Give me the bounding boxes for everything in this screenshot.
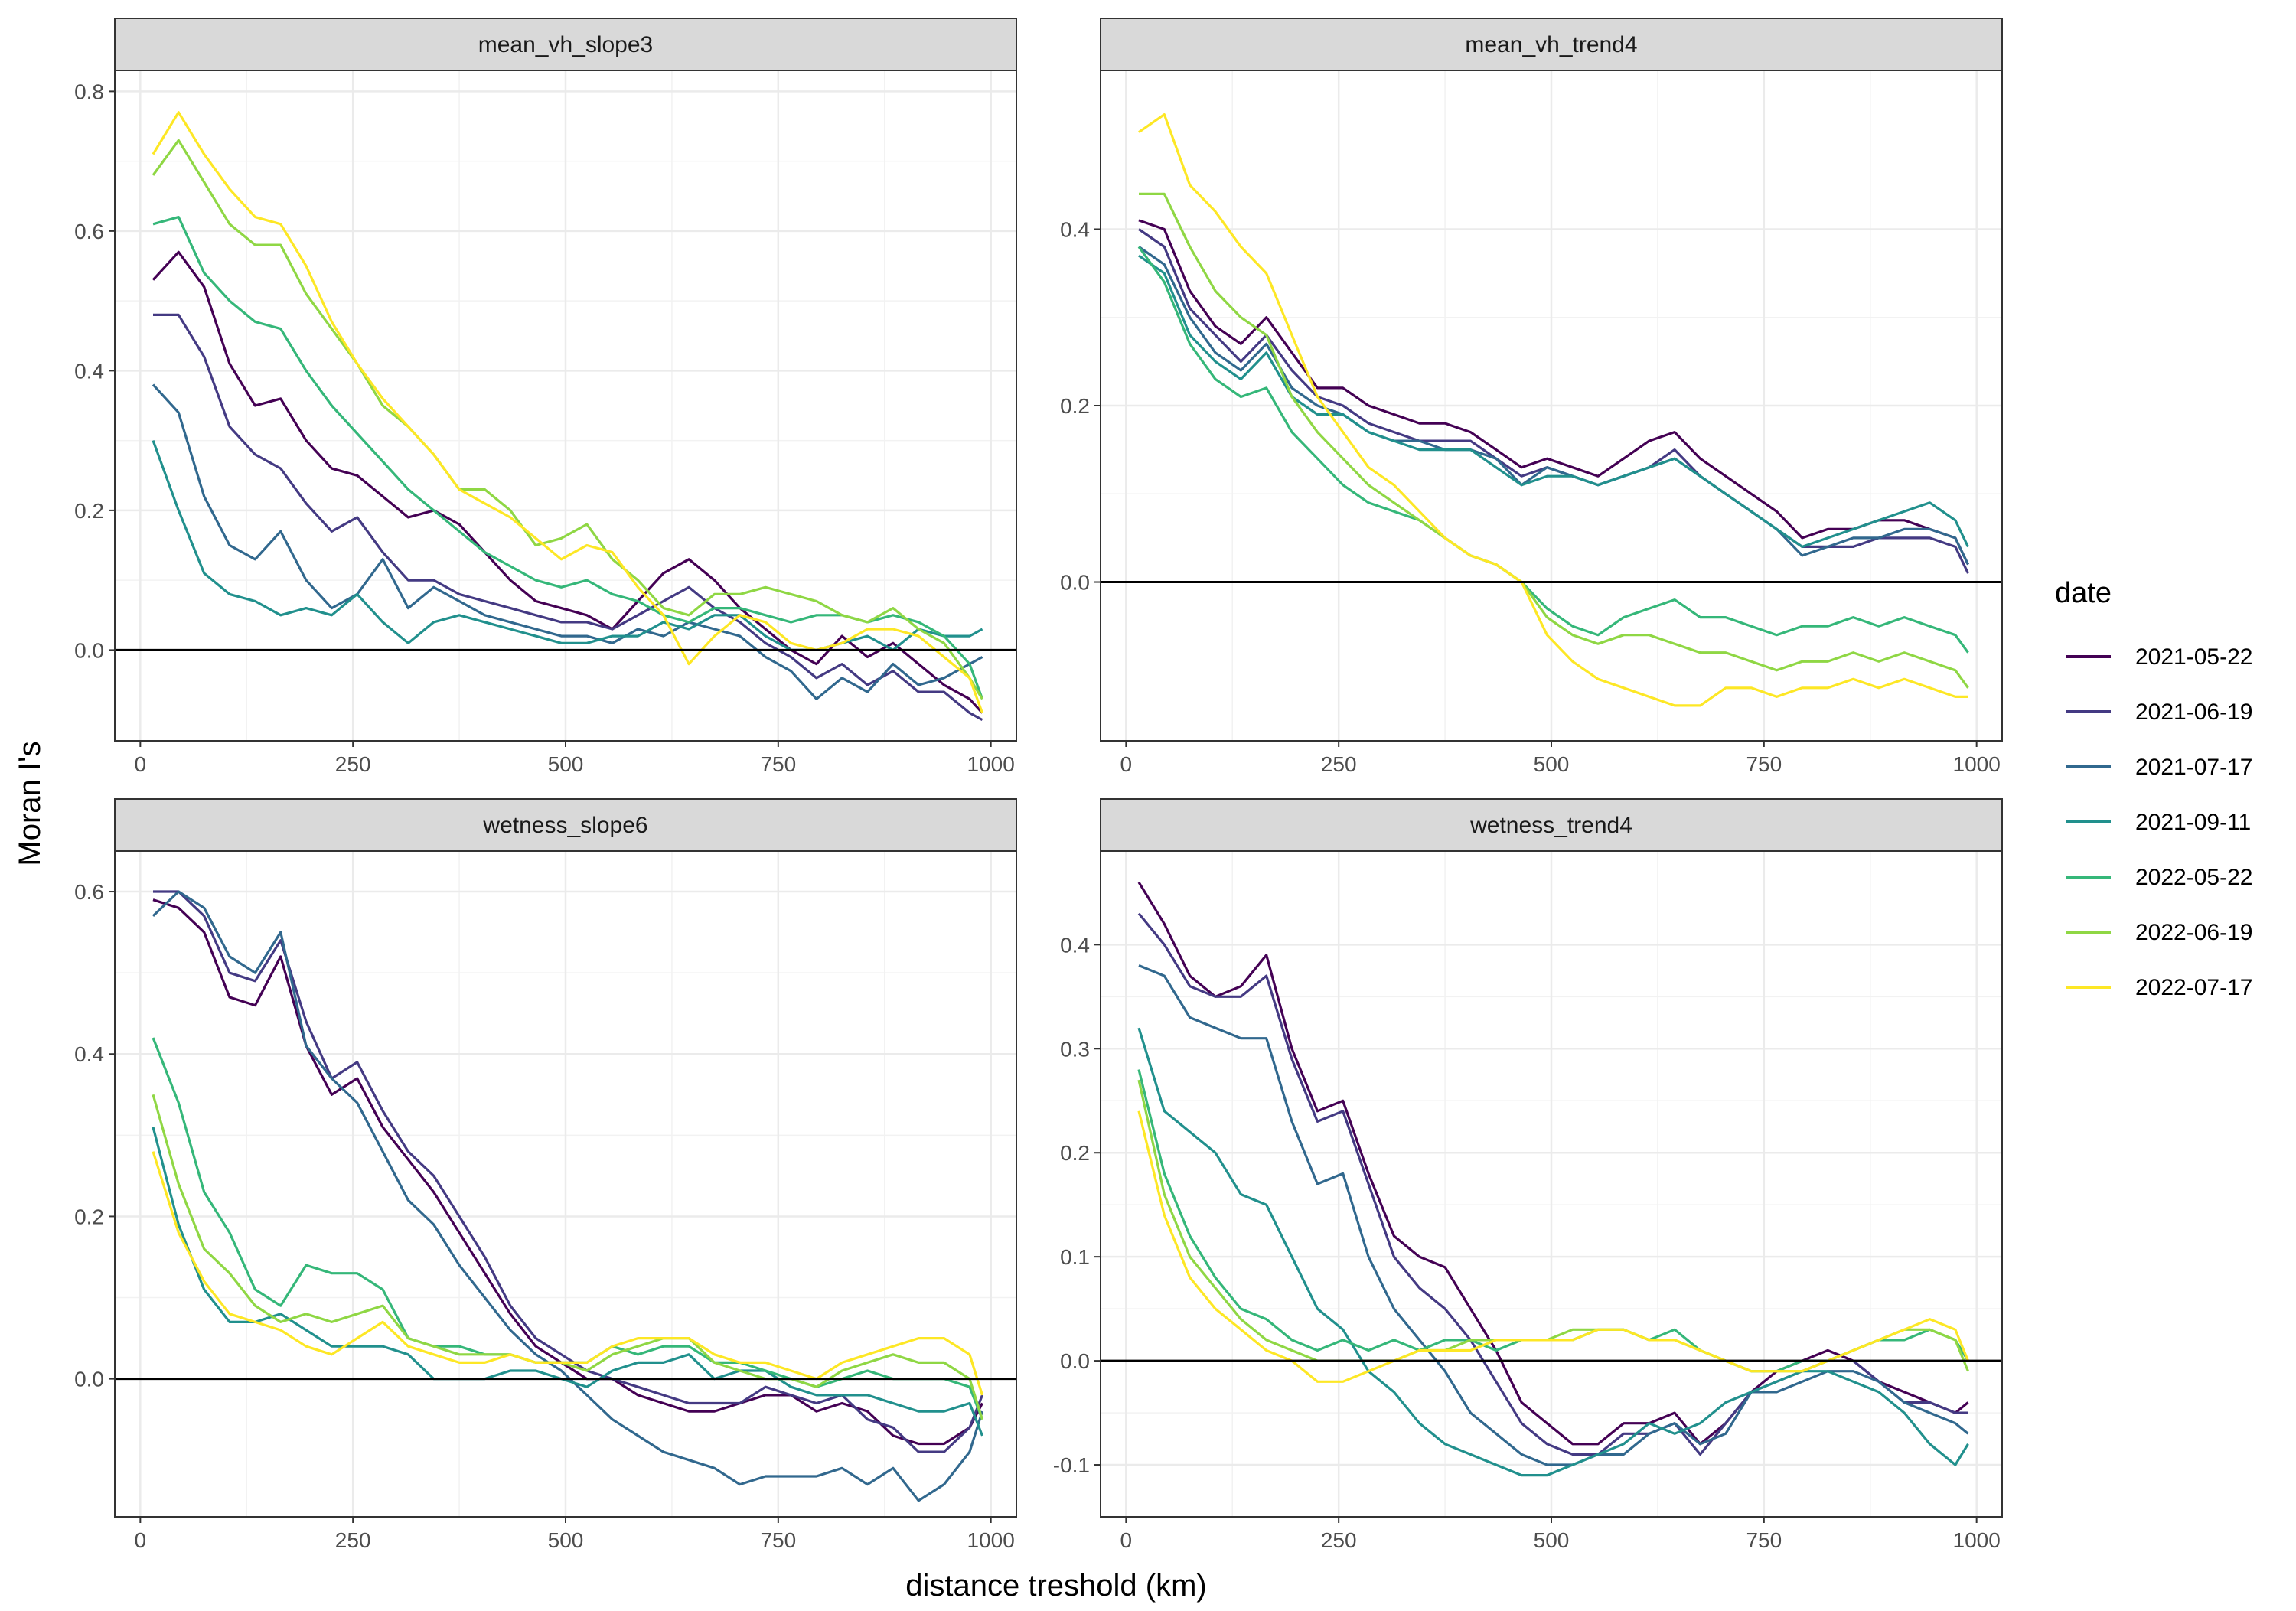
- x-tick-label: 750: [1746, 1528, 1782, 1552]
- legend-label: 2021-06-19: [2135, 700, 2252, 725]
- series-line-2021-09-11: [1138, 254, 1969, 548]
- x-tick-label: 0: [1120, 752, 1133, 776]
- legend-item-2021-07-17: 2021-07-17: [2066, 755, 2252, 780]
- y-tick-label: 0.4: [74, 359, 104, 383]
- series-line-2021-09-11: [152, 440, 983, 651]
- series-line-2021-09-11: [1137, 1027, 1969, 1477]
- series-line-2021-06-19: [153, 313, 983, 722]
- y-tick-label: 0.0: [74, 1368, 104, 1391]
- series-line-2021-09-11: [152, 1127, 983, 1437]
- y-tick-label: 0.2: [74, 1205, 104, 1228]
- y-tick-label: 0.6: [74, 220, 104, 243]
- x-tick-label: 500: [1534, 752, 1570, 776]
- x-tick-label: 1000: [967, 752, 1015, 776]
- panel-wetness_trend4: wetness_trend4 0 250 500 750 1000 -0.1 0.0 0.1 0.…: [1053, 798, 2003, 1552]
- legend-label: 2022-05-22: [2135, 865, 2252, 890]
- x-tick-label: 1000: [1953, 1528, 2001, 1552]
- x-tick-label: 0: [135, 1528, 147, 1552]
- series-line-2022-07-17: [1137, 1110, 1969, 1383]
- legend-label: 2022-06-19: [2135, 920, 2252, 945]
- series-line-2022-07-17: [152, 111, 984, 714]
- series-line-2022-07-17: [152, 1151, 984, 1396]
- x-axis-title: distance treshold (km): [905, 1569, 1206, 1603]
- series-line-2022-06-19: [152, 139, 983, 700]
- series-group: [152, 111, 984, 722]
- legend-item-2022-06-19: 2022-06-19: [2066, 920, 2252, 945]
- legend-title: date: [2055, 577, 2112, 609]
- panel-title: wetness_trend4: [1469, 813, 1632, 838]
- series-line-2022-05-22: [1137, 246, 1969, 654]
- x-tick-label: 0: [135, 752, 147, 776]
- panel-strip: [114, 18, 1017, 71]
- y-tick-label: 0.1: [1060, 1245, 1090, 1269]
- series-line-2021-05-22: [152, 250, 983, 714]
- series-line-2021-07-17: [1138, 964, 1969, 1466]
- legend-label: 2021-05-22: [2135, 644, 2252, 670]
- panel-mean_vh_slope3: mean_vh_slope3 0 250 500 750 1000 0.0 0.2 0.4 0.6…: [74, 18, 1017, 776]
- series-line-2022-07-17: [1138, 113, 1968, 707]
- legend-item-2021-09-11: 2021-09-11: [2066, 810, 2251, 835]
- x-tick-label: 1000: [1953, 752, 2001, 776]
- y-tick-label: 0.3: [1060, 1037, 1090, 1061]
- panel-strip: [1100, 798, 2003, 852]
- panel-wetness_slope6: wetness_slope6 0 250 500 750 1000 0.0 0.2 0.4 0.6: [74, 798, 1017, 1552]
- chart-panels: mean_vh_slope3 0 250 500 750 1000 0.0 0.2 0.4 0.6…: [74, 18, 2003, 1552]
- y-tick-label: 0.0: [74, 638, 104, 662]
- y-tick-label: 0.6: [74, 880, 104, 904]
- panel-title: mean_vh_slope3: [478, 32, 654, 57]
- x-tick-label: 250: [1321, 1528, 1357, 1552]
- series-line-2021-05-22: [1138, 219, 1969, 566]
- y-tick-label: 0.0: [1060, 571, 1090, 595]
- panel-title: wetness_slope6: [482, 813, 647, 838]
- y-tick-label: 0.4: [74, 1042, 104, 1066]
- legend-item-2022-05-22: 2022-05-22: [2066, 865, 2252, 890]
- y-tick-label: 0.2: [1060, 394, 1090, 418]
- panel-strip: [1100, 18, 2003, 71]
- x-tick-label: 750: [1746, 752, 1782, 776]
- legend-item-2021-05-22: 2021-05-22: [2066, 644, 2252, 670]
- x-tick-label: 1000: [967, 1528, 1015, 1552]
- x-tick-label: 250: [1321, 752, 1357, 776]
- grid: [1101, 851, 2002, 1517]
- legend-label: 2021-09-11: [2135, 810, 2251, 835]
- legend: date 2021-05-22 2021-06-19 2021-07-17 2021-…: [2055, 577, 2252, 1000]
- x-tick-label: 0: [1120, 1528, 1133, 1552]
- y-axis-title: Moran I's: [13, 741, 47, 866]
- y-tick-label: 0.2: [74, 499, 104, 523]
- series-group: [152, 890, 984, 1502]
- panel-title: mean_vh_trend4: [1465, 32, 1637, 57]
- legend-item-2021-06-19: 2021-06-19: [2066, 700, 2252, 725]
- series-line-2022-06-19: [1139, 192, 1969, 689]
- y-tick-label: -0.1: [1053, 1453, 1090, 1477]
- legend-label: 2021-07-17: [2135, 755, 2252, 780]
- x-tick-label: 500: [548, 752, 584, 776]
- series-group: [1137, 113, 1969, 707]
- legend-label: 2022-07-17: [2135, 975, 2252, 1000]
- y-tick-label: 0.0: [1060, 1349, 1090, 1373]
- grid: [115, 70, 1016, 741]
- y-tick-label: 0.4: [1060, 217, 1090, 241]
- y-tick-label: 0.4: [1060, 933, 1090, 957]
- legend-item-2022-07-17: 2022-07-17: [2066, 975, 2252, 1000]
- x-tick-label: 750: [760, 1528, 796, 1552]
- x-tick-label: 750: [760, 752, 796, 776]
- x-tick-label: 250: [335, 1528, 371, 1552]
- series-line-2021-07-17: [152, 383, 983, 700]
- x-tick-label: 500: [548, 1528, 584, 1552]
- y-tick-label: 0.2: [1060, 1141, 1090, 1165]
- panel-mean_vh_trend4: mean_vh_trend4 0 250 500 750 1000 0.0 0.2 0.4: [1060, 18, 2003, 776]
- x-tick-label: 250: [335, 752, 371, 776]
- y-tick-label: 0.8: [74, 80, 104, 103]
- x-tick-label: 500: [1534, 1528, 1570, 1552]
- series-line-2022-06-19: [152, 1094, 984, 1420]
